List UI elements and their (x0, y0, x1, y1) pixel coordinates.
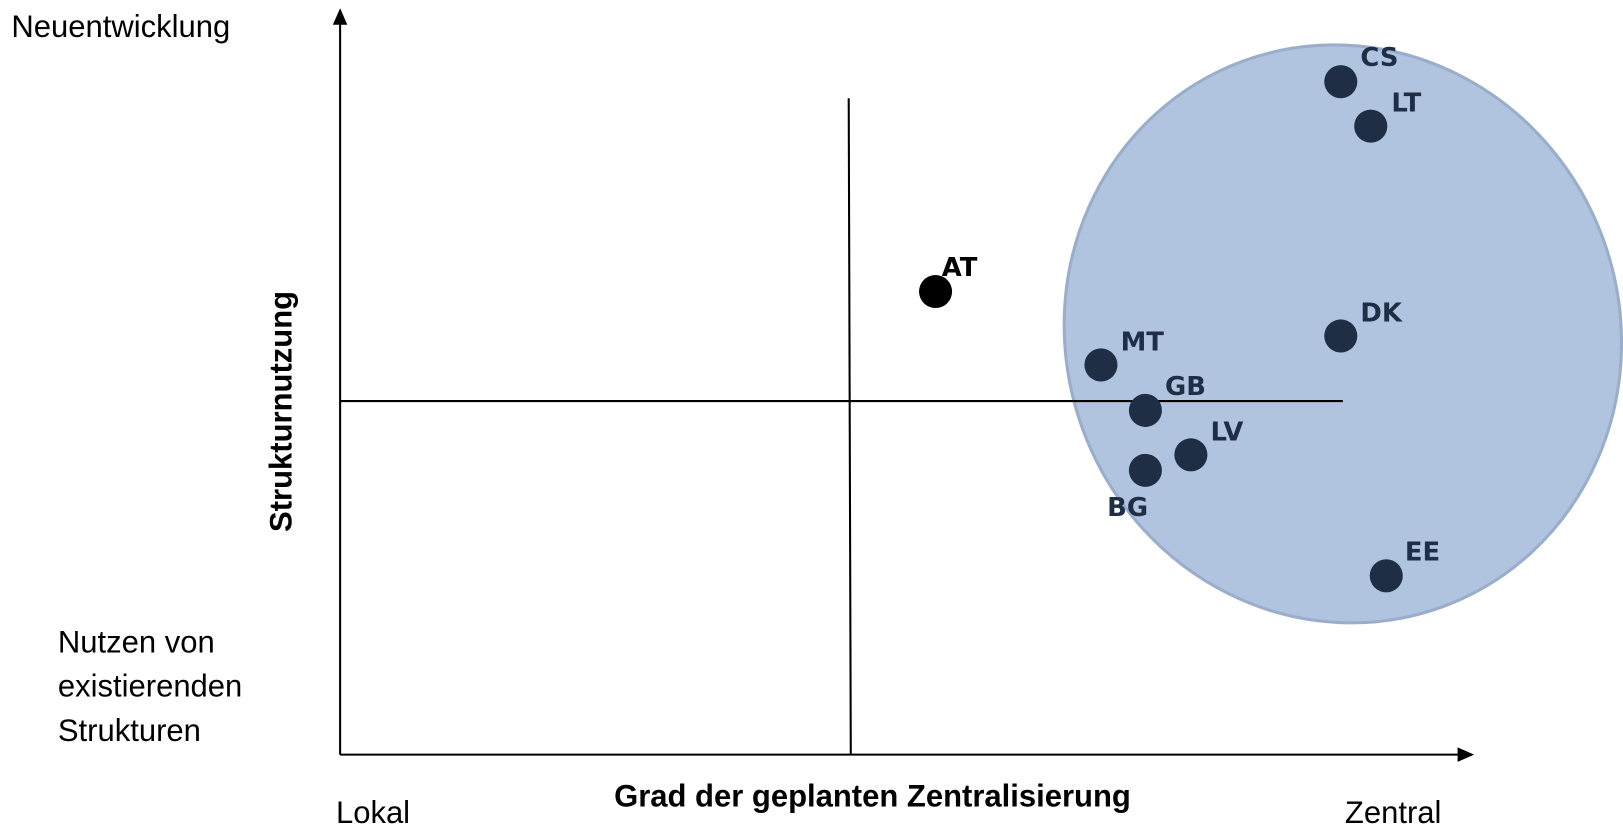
point-label: EE (1405, 537, 1440, 567)
point-label: LV (1211, 417, 1244, 447)
point-label: AT (942, 253, 978, 283)
y-arrow (332, 8, 348, 25)
point (1324, 65, 1358, 99)
point (1128, 453, 1162, 487)
x-title: Grad der geplanten Zentralisierung (614, 778, 1131, 813)
point (1354, 109, 1388, 143)
point (1128, 393, 1162, 427)
cluster-ellipse (1062, 43, 1623, 625)
point (1174, 438, 1208, 472)
point-label: DK (1360, 298, 1402, 328)
point (919, 274, 953, 309)
y-bottom-label: Strukturen (58, 713, 201, 748)
point (1084, 348, 1118, 382)
y-bottom-label: Nutzen von (58, 624, 215, 659)
point (1324, 319, 1358, 353)
point-label: LT (1391, 89, 1421, 119)
y-title: Strukturnutzung (264, 291, 299, 532)
y-top-label: Neuentwicklung (11, 9, 230, 44)
x-arrow (1457, 747, 1475, 762)
point-label: GB (1165, 372, 1206, 402)
x-right-label: Zentral (1345, 795, 1441, 827)
divider-vertical (847, 98, 852, 755)
x-left-label: Lokal (336, 795, 410, 827)
point (1369, 559, 1403, 593)
point-label: MT (1121, 327, 1165, 357)
y-bottom-label: existierenden (58, 669, 242, 704)
point-label: CS (1360, 43, 1398, 73)
point-label: BG (1107, 493, 1148, 523)
